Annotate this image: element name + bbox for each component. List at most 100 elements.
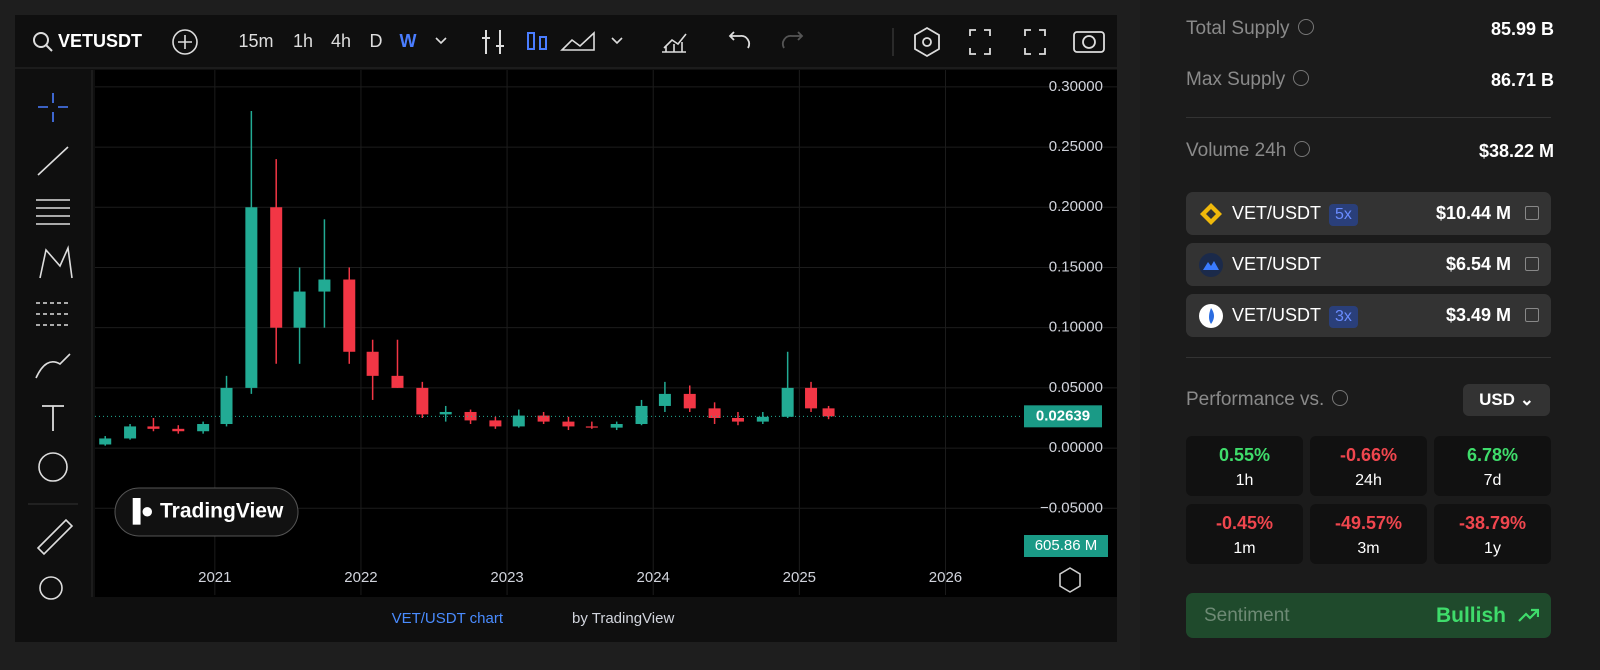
candle-body (220, 387, 233, 425)
last-price-badge (1024, 405, 1102, 428)
performance-cell: -0.66% 24h (1310, 436, 1427, 496)
performance-value: -0.45% (1215, 513, 1274, 533)
performance-value: -0.66% (1339, 445, 1398, 465)
candle-body (635, 405, 648, 425)
external-link[interactable] (1525, 206, 1539, 220)
last-price-label: 0.02639 (1036, 407, 1090, 424)
zoom-tool[interactable] (39, 576, 63, 600)
stat-label: Total Supply (1186, 18, 1314, 40)
performance-period: 7d (1483, 472, 1502, 489)
market-card[interactable]: VET/USDT 3x $3.49 M (1186, 294, 1551, 337)
ruler-tool[interactable] (36, 518, 74, 556)
candle-body (512, 415, 525, 427)
currency-select[interactable]: USD ⌄ (1463, 384, 1550, 416)
performance-cell: -0.45% 1m (1186, 504, 1303, 564)
market-pair: VET/USDT (1232, 254, 1321, 275)
y-tick-label: 0.10000 (1049, 319, 1103, 336)
stat-value: 86.71 B (1490, 70, 1554, 90)
candle-body (731, 417, 744, 422)
trend-icon (1518, 608, 1539, 622)
performance-value: -38.79% (1458, 513, 1527, 533)
footer-link[interactable]: VET/USDT chart (392, 610, 504, 627)
external-link[interactable] (1525, 257, 1539, 271)
fullscreen[interactable] (969, 29, 991, 55)
candles-icon (539, 36, 547, 50)
stat-label-text: Max Supply (1186, 69, 1286, 90)
performance-cell: 0.55% 1h (1186, 436, 1303, 496)
x-tick-label: 2024 (637, 569, 670, 586)
crosshair-tool[interactable] (38, 93, 68, 122)
performance-value: -49.57% (1334, 513, 1403, 533)
candle-body (318, 279, 331, 292)
performance-period: 1h (1235, 472, 1254, 489)
symbol[interactable]: VETUSDT (58, 31, 142, 51)
axis-settings[interactable] (1059, 567, 1081, 593)
x-tick-label: 2025 (783, 569, 816, 586)
search-icon (45, 44, 53, 52)
info-icon (1294, 141, 1311, 157)
market-card[interactable]: VET/USDT 5x $10.44 M (1186, 192, 1551, 235)
interval-menu[interactable] (435, 37, 447, 45)
external-link[interactable] (1525, 308, 1539, 322)
stat-label: Volume 24h (1186, 140, 1311, 162)
screenshot[interactable] (1073, 31, 1105, 53)
interval[interactable]: W (400, 31, 417, 51)
performance-value: 6.78% (1466, 445, 1519, 465)
fib-tool[interactable] (36, 199, 70, 225)
candle-body (172, 428, 185, 432)
candle-body (147, 426, 160, 429)
interval[interactable]: 15m (238, 31, 273, 51)
candle-body (562, 421, 575, 427)
chart-widget: VETUSDT 15m 1h 4h D W −0.05000 0.00000 0.05000… (15, 15, 1117, 642)
screenshot (1082, 35, 1096, 49)
candle-body (366, 351, 379, 376)
indicators-icon[interactable] (662, 33, 687, 53)
chart-type-menu[interactable] (611, 37, 623, 45)
search-icon[interactable] (33, 32, 49, 48)
stat-value: $38.22 M (1478, 141, 1554, 161)
candle-body (99, 438, 112, 445)
redo[interactable] (781, 31, 804, 49)
settings[interactable] (914, 26, 940, 58)
performance-title: Performance vs. (1186, 389, 1349, 411)
emoji-tool[interactable] (38, 452, 68, 482)
undo[interactable] (728, 31, 751, 49)
candle-body (658, 393, 671, 406)
text-tool[interactable] (42, 405, 64, 431)
bars-icon[interactable] (482, 30, 504, 54)
performance-period: 1m (1233, 540, 1256, 557)
y-tick-label: 0.15000 (1049, 258, 1103, 275)
leverage: 5x (1329, 204, 1358, 226)
x-tick-label: 2022 (344, 569, 377, 586)
y-tick-label: 0.00000 (1049, 439, 1103, 456)
performance-period: 3m (1357, 540, 1380, 557)
currency: USD (1479, 390, 1515, 409)
sentiment-card: Sentiment Bullish (1186, 593, 1551, 638)
x-tick-label: 2023 (490, 569, 523, 586)
interval[interactable]: 4h (331, 31, 351, 51)
candle-body (197, 424, 210, 432)
pattern-tool[interactable] (39, 245, 73, 279)
interval[interactable]: D (370, 31, 383, 51)
add-symbol[interactable] (172, 29, 198, 55)
leverage: 3x (1329, 306, 1358, 328)
info-panel: Total Supply 85.99 B Max Supply 86.71 B Volu… (1140, 0, 1600, 670)
performance-title-text: Performance vs. (1186, 389, 1325, 410)
stat-value: 85.99 B (1490, 19, 1554, 39)
exchange-icon (1199, 304, 1223, 328)
brush-tool[interactable] (35, 353, 71, 379)
fullscreen-alt[interactable] (1024, 29, 1046, 55)
market-volume: $10.44 M (1435, 203, 1511, 223)
projection-tool[interactable] (36, 302, 70, 326)
add-symbol (178, 35, 192, 49)
volume-badge (1024, 535, 1108, 557)
candles-icon[interactable] (527, 32, 535, 50)
line-tool[interactable] (37, 146, 69, 176)
area-icon[interactable] (560, 31, 595, 51)
market-volume: $3.49 M (1445, 305, 1511, 325)
interval[interactable]: 1h (293, 31, 313, 51)
candle-body (464, 411, 477, 421)
pair-name: VET/USDT (1232, 254, 1322, 274)
market-card[interactable]: VET/USDT $6.54 M (1186, 243, 1551, 286)
settings (922, 37, 932, 47)
